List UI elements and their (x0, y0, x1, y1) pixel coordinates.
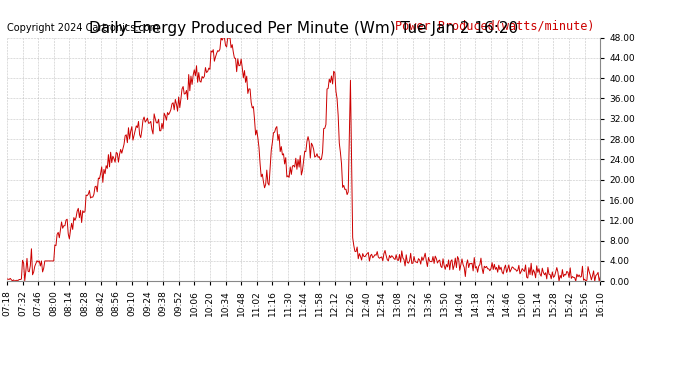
Text: Copyright 2024 Cartronics.com: Copyright 2024 Cartronics.com (7, 22, 159, 33)
Title: Daily Energy Produced Per Minute (Wm) Tue Jan 2 16:20: Daily Energy Produced Per Minute (Wm) Tu… (89, 21, 518, 36)
Text: Power Produced(watts/minute): Power Produced(watts/minute) (395, 20, 594, 33)
